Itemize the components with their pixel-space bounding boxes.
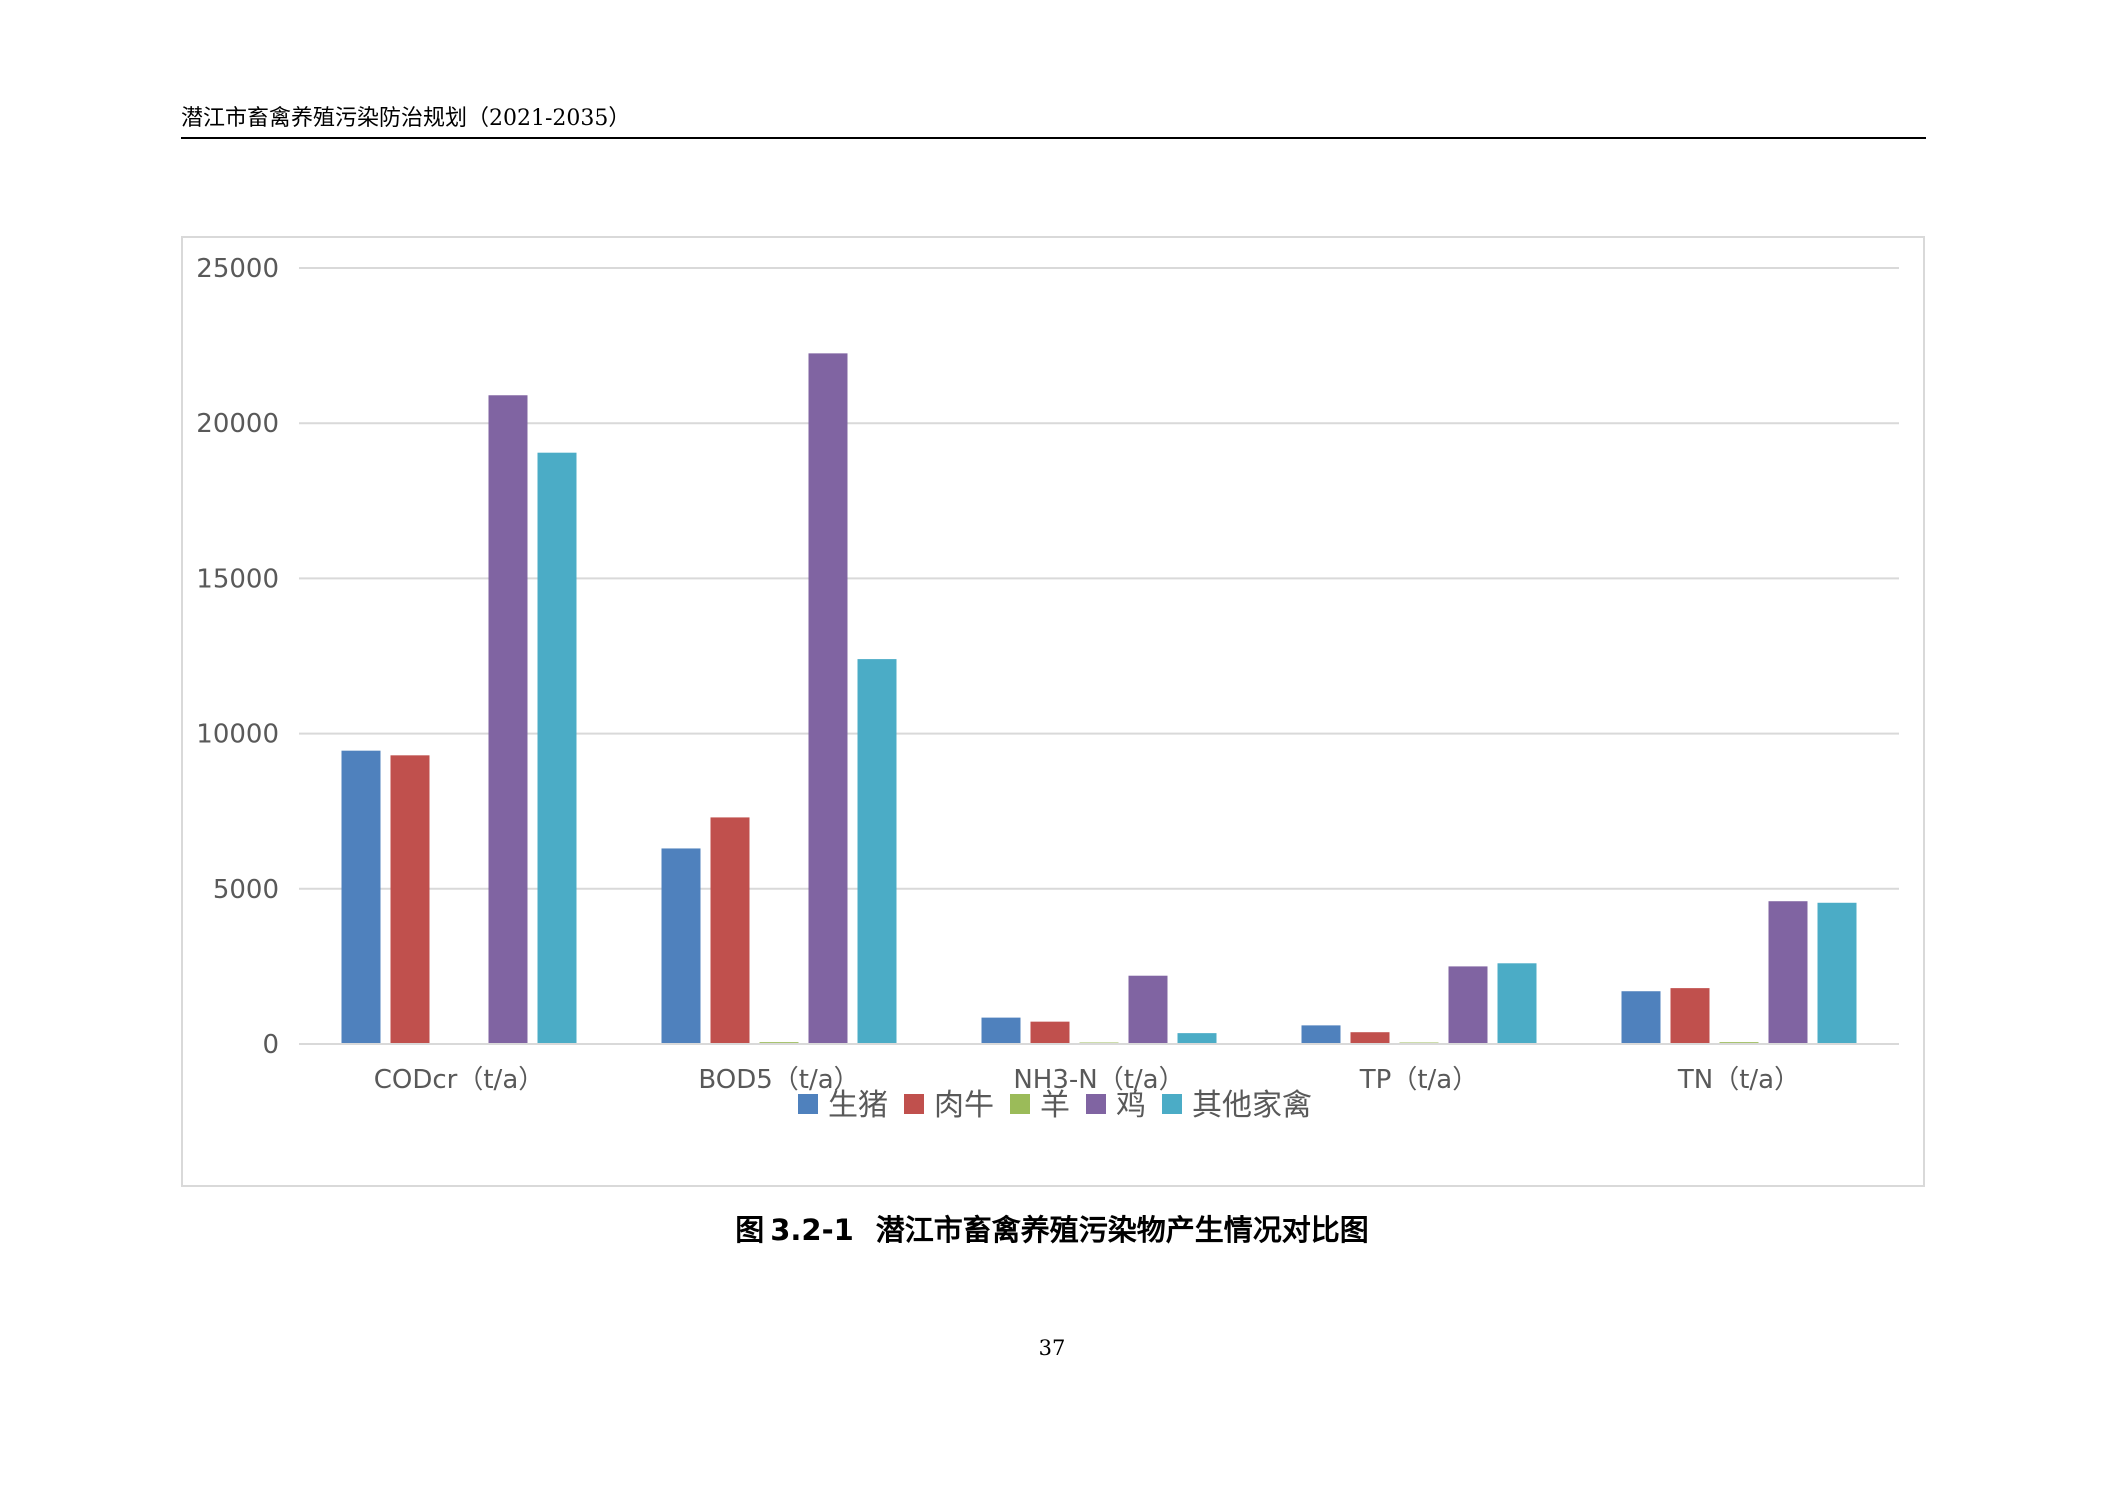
- header-rule: [181, 137, 1926, 139]
- bar: [1177, 1033, 1217, 1044]
- caption-text: 潜江市畜禽养殖污染物产生情况对比图: [875, 1213, 1369, 1247]
- legend-label: 鸡: [1116, 1088, 1146, 1123]
- y-tick-label: 25000: [196, 254, 279, 284]
- legend-swatch: [904, 1094, 924, 1114]
- bar-chart: 0 5000 10000 15000 20000 25000 CODcr（t/a） BOD5（…: [196, 254, 1899, 1123]
- bar: [341, 750, 381, 1044]
- bar: [1448, 966, 1488, 1044]
- legend-swatch: [1010, 1094, 1030, 1114]
- bar: [1301, 1025, 1341, 1044]
- bar: [857, 659, 897, 1044]
- bar: [1817, 902, 1857, 1044]
- bar: [1670, 988, 1710, 1044]
- bar: [1621, 991, 1661, 1044]
- bar: [1768, 901, 1808, 1044]
- header-title: 潜江市畜禽养殖污染防治规划（2021-2035）: [181, 106, 631, 131]
- y-tick-label: 20000: [196, 409, 279, 439]
- bar: [390, 755, 430, 1044]
- x-tick-label: TP（t/a）: [1359, 1065, 1478, 1095]
- legend-swatch: [798, 1094, 818, 1114]
- caption-label: 图: [735, 1213, 765, 1247]
- x-tick-label: NH3-N（t/a）: [1013, 1065, 1184, 1095]
- chart-container: 0 5000 10000 15000 20000 25000 CODcr（t/a） BOD5（…: [181, 236, 1925, 1187]
- legend-label: 肉牛: [934, 1088, 994, 1123]
- bar: [661, 848, 701, 1044]
- bar: [1350, 1032, 1390, 1044]
- bar: [1497, 963, 1537, 1044]
- x-tick-label: CODcr（t/a）: [374, 1065, 545, 1095]
- page-number: 37: [1038, 1336, 1066, 1360]
- legend-label: 其他家禽: [1192, 1088, 1312, 1123]
- y-tick-label: 15000: [196, 564, 279, 594]
- y-tick-label: 5000: [213, 875, 279, 905]
- legend-label: 生猪: [828, 1088, 888, 1123]
- bar: [1030, 1021, 1070, 1044]
- x-tick-label: BOD5（t/a）: [698, 1065, 859, 1095]
- bar: [981, 1017, 1021, 1044]
- y-tick-label: 10000: [196, 720, 279, 750]
- bar: [808, 353, 848, 1044]
- legend-swatch: [1162, 1094, 1182, 1114]
- legend-swatch: [1086, 1094, 1106, 1114]
- bar: [488, 395, 528, 1044]
- y-tick-label: 0: [262, 1030, 279, 1060]
- caption-number: 3.2-1: [770, 1213, 854, 1247]
- figure-caption: 图 3.2-1 潜江市畜禽养殖污染物产生情况对比图: [0, 1210, 2104, 1250]
- bar: [1128, 975, 1168, 1044]
- bar: [710, 817, 750, 1044]
- legend-label: 羊: [1040, 1088, 1070, 1123]
- x-tick-label: TN（t/a）: [1677, 1065, 1800, 1095]
- bar: [537, 452, 577, 1044]
